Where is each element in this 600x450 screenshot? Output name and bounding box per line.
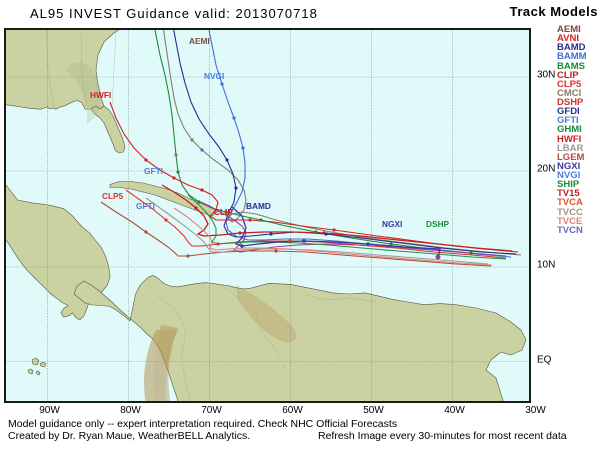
svg-text:CLP5: CLP5 bbox=[102, 191, 124, 201]
svg-text:NVGI: NVGI bbox=[204, 71, 224, 81]
svg-text:DSHP: DSHP bbox=[426, 219, 450, 229]
svg-text:HWFI: HWFI bbox=[90, 90, 111, 100]
svg-text:AEMI: AEMI bbox=[189, 36, 210, 46]
svg-text:GFTI: GFTI bbox=[144, 166, 163, 176]
svg-text:NGXI: NGXI bbox=[382, 219, 402, 229]
svg-text:BAMD: BAMD bbox=[246, 201, 271, 211]
svg-text:GFTI: GFTI bbox=[136, 201, 155, 211]
svg-text:CLIP: CLIP bbox=[214, 207, 233, 217]
